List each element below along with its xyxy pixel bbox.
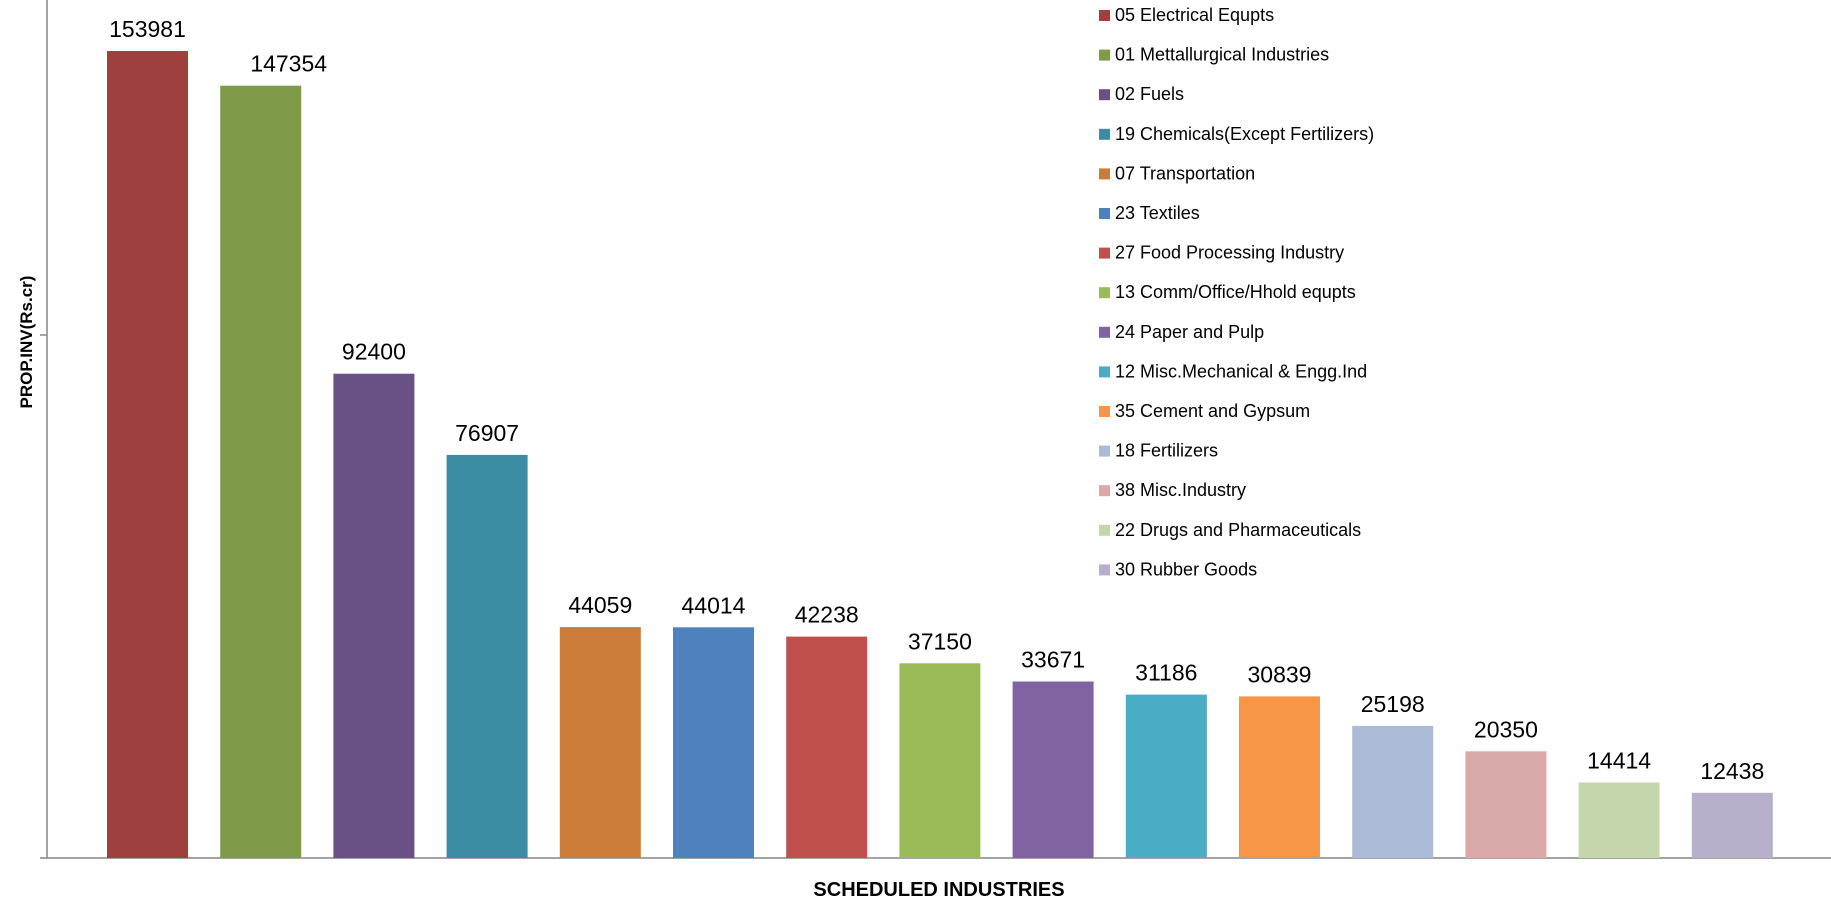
data-label: 33671 bbox=[1021, 647, 1085, 673]
legend-swatch bbox=[1099, 564, 1110, 576]
legend-swatch bbox=[1099, 326, 1110, 338]
legend-label: 23 Textiles bbox=[1115, 203, 1200, 223]
legend-label: 05 Electrical Equpts bbox=[1115, 5, 1274, 25]
data-label: 30839 bbox=[1248, 661, 1312, 687]
bar bbox=[1691, 792, 1773, 858]
legend-label: 12 Misc.Mechanical & Engg.Ind bbox=[1115, 361, 1367, 381]
x-axis-title: SCHEDULED INDUSTRIES bbox=[813, 879, 1064, 900]
data-label: 37150 bbox=[908, 628, 972, 654]
data-label: 153981 bbox=[109, 16, 186, 42]
bar bbox=[1239, 696, 1320, 858]
legend-label: 19 Chemicals(Except Fertilizers) bbox=[1115, 124, 1374, 144]
bar bbox=[220, 85, 302, 858]
bar bbox=[1578, 782, 1660, 858]
data-label: 20350 bbox=[1474, 716, 1538, 742]
legend-label: 18 Fertilizers bbox=[1115, 441, 1218, 461]
bar bbox=[1352, 725, 1434, 858]
legend-swatch bbox=[1099, 247, 1110, 259]
data-label: 44014 bbox=[682, 592, 746, 618]
legend-swatch bbox=[1099, 445, 1110, 457]
bar bbox=[899, 663, 981, 858]
legend-label: 07 Transportation bbox=[1115, 163, 1255, 183]
legend-swatch bbox=[1099, 89, 1110, 101]
bar bbox=[1012, 681, 1094, 858]
legend-swatch bbox=[1099, 10, 1110, 21]
legend-label: 01 Mettallurgical Industries bbox=[1115, 45, 1329, 65]
legend-label: 35 Cement and Gypsum bbox=[1115, 401, 1310, 421]
bar bbox=[333, 373, 415, 858]
legend-label: 13 Comm/Office/Hhold equpts bbox=[1115, 282, 1356, 302]
y-axis-title: PROP.INV(Rs.cr) bbox=[17, 276, 36, 409]
bar bbox=[559, 627, 641, 858]
data-label: 147354 bbox=[250, 51, 327, 77]
legend-swatch bbox=[1099, 524, 1110, 536]
bars bbox=[107, 51, 1773, 858]
data-label: 42238 bbox=[795, 602, 859, 628]
bar bbox=[1125, 694, 1207, 858]
data-labels: 153981 147354 92400 76907 44059 44014 42238 371… bbox=[109, 16, 1764, 784]
legend-label: 38 Misc.Industry bbox=[1115, 480, 1246, 500]
bar bbox=[673, 627, 754, 858]
legend-swatch bbox=[1099, 287, 1110, 299]
legend-label: 24 Paper and Pulp bbox=[1115, 322, 1264, 342]
data-label: 12438 bbox=[1700, 758, 1764, 784]
data-label: 92400 bbox=[342, 339, 406, 365]
data-label: 44059 bbox=[568, 592, 632, 618]
bar bbox=[786, 636, 868, 858]
legend-swatch bbox=[1099, 128, 1110, 140]
legend-swatch bbox=[1099, 406, 1110, 417]
legend: 05 Electrical Equpts 01 Mettallurgical In… bbox=[1099, 5, 1374, 579]
legend-swatch bbox=[1099, 208, 1110, 219]
legend-label: 27 Food Processing Industry bbox=[1115, 243, 1344, 263]
bar bbox=[1465, 751, 1547, 858]
legend-swatch bbox=[1099, 168, 1110, 180]
legend-swatch bbox=[1099, 485, 1110, 497]
legend-label: 30 Rubber Goods bbox=[1115, 559, 1257, 579]
data-label: 14414 bbox=[1587, 748, 1651, 774]
data-label: 31186 bbox=[1135, 660, 1197, 686]
legend-swatch bbox=[1099, 49, 1110, 61]
data-label: 25198 bbox=[1361, 691, 1425, 717]
data-label: 76907 bbox=[455, 420, 519, 446]
legend-label: 22 Drugs and Pharmaceuticals bbox=[1115, 520, 1361, 540]
bar bbox=[446, 454, 528, 858]
bar bbox=[107, 51, 188, 858]
legend-label: 02 Fuels bbox=[1115, 84, 1184, 104]
legend-swatch bbox=[1099, 366, 1110, 378]
